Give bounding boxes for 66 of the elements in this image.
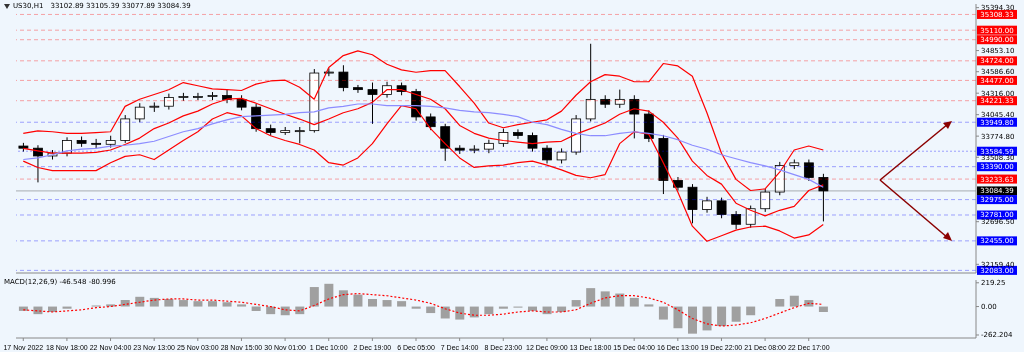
bar: [368, 298, 377, 307]
bar: [62, 306, 72, 309]
bar: [455, 306, 465, 320]
bar: [775, 298, 785, 307]
bar: [426, 306, 436, 314]
candlestick: [134, 102, 145, 123]
line-series: [22, 104, 824, 242]
bar: [804, 300, 814, 307]
bar: [818, 306, 828, 312]
bar: [353, 294, 363, 307]
bar: [673, 306, 683, 329]
bar: [309, 287, 319, 307]
bar: [688, 306, 697, 334]
bar: [746, 306, 756, 316]
bar: [629, 297, 639, 307]
bar: [498, 306, 508, 309]
bar: [178, 300, 188, 307]
candlestick: [483, 139, 494, 154]
line-series: [22, 50, 824, 192]
bar: [222, 302, 232, 307]
bar: [702, 306, 712, 331]
candlestick: [367, 82, 378, 125]
candlestick: [760, 188, 771, 213]
bar: [484, 306, 494, 315]
bar: [789, 295, 799, 307]
candlestick: [513, 128, 523, 140]
bar: [615, 293, 625, 307]
candlestick: [614, 89, 625, 109]
bar: [120, 300, 130, 307]
bar: [266, 306, 276, 315]
candlestick: [353, 84, 363, 94]
bar: [600, 291, 610, 307]
bar: [586, 288, 596, 307]
bar: [571, 300, 581, 307]
candlestick: [91, 138, 102, 149]
candlestick: [323, 67, 334, 77]
candlestick: [687, 183, 698, 224]
bar: [411, 306, 421, 309]
bar: [135, 296, 145, 307]
candlestick: [745, 205, 756, 229]
bar: [324, 283, 334, 307]
candlestick: [716, 197, 727, 219]
bar: [731, 306, 741, 322]
candlestick: [585, 43, 596, 122]
bar: [717, 306, 727, 327]
candlestick: [338, 64, 349, 92]
candlestick: [440, 123, 451, 162]
candlestick: [629, 94, 640, 139]
line-series: [22, 292, 824, 327]
candlestick: [542, 144, 552, 164]
candlestick: [803, 159, 814, 182]
bar: [382, 300, 392, 307]
bar: [251, 306, 261, 311]
bar: [644, 304, 654, 307]
bar: [338, 290, 348, 307]
candlestick: [731, 210, 742, 230]
bar: [193, 301, 203, 307]
candlestick: [120, 114, 131, 144]
bar: [658, 306, 668, 320]
bar: [237, 304, 247, 307]
bar: [149, 297, 159, 307]
bar: [208, 301, 217, 307]
bar: [164, 298, 174, 307]
bar: [397, 301, 407, 307]
candlestick: [193, 92, 203, 101]
candlestick: [818, 173, 829, 222]
